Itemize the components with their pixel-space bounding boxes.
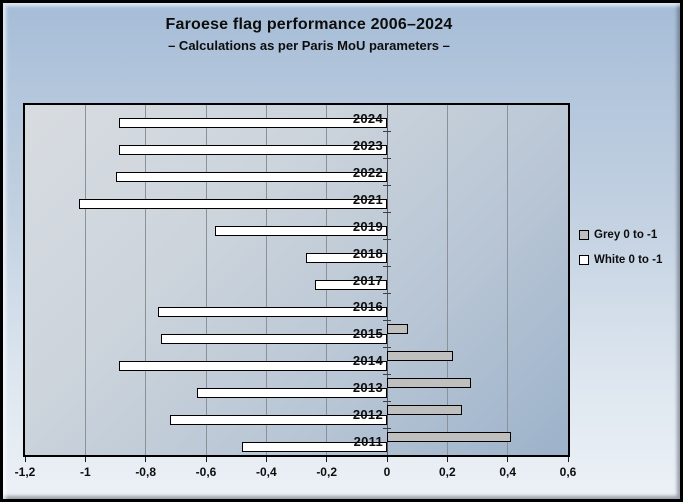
- grey-bar-2013: [387, 377, 472, 388]
- x-tick-label: 0,2: [438, 465, 456, 479]
- x-tick-label: 0: [383, 465, 391, 479]
- year-label-2021: 2021: [352, 191, 383, 207]
- year-label-2011: 2011: [353, 434, 383, 450]
- white-bar-2022: [115, 172, 387, 183]
- year-label-2016: 2016: [352, 299, 383, 315]
- x-tick-mark: [507, 457, 509, 462]
- gridline: [265, 105, 267, 455]
- x-tick-label: -0,6: [195, 465, 217, 479]
- x-tick-label: -0,4: [255, 465, 277, 479]
- white-bar-2018: [305, 253, 387, 264]
- white-bar-2024: [118, 118, 387, 129]
- grey-bar-2014: [387, 350, 454, 361]
- year-label-2014: 2014: [352, 353, 383, 369]
- gridline: [446, 105, 448, 455]
- category-tick: [383, 266, 391, 268]
- plot-area: 2024 2023 2022 2021 2019 2018 2017 2016 2015 2014…: [23, 103, 570, 457]
- grey-bar-2011: [387, 431, 511, 442]
- x-tick-mark: [446, 457, 448, 462]
- category-tick: [383, 400, 391, 402]
- zero-axis-line: [386, 105, 388, 455]
- x-tick-mark: [205, 457, 207, 462]
- legend: Grey 0 to -1 White 0 to -1: [579, 229, 662, 279]
- gridline: [84, 105, 86, 455]
- x-tick-label: -0,8: [135, 465, 156, 479]
- white-bar-2016: [157, 306, 387, 317]
- x-tick-mark: [567, 457, 569, 462]
- legend-swatch-icon: [579, 230, 589, 240]
- legend-label: White 0 to -1: [594, 254, 663, 266]
- white-bar-2012: [169, 414, 387, 425]
- x-tick-label: 0,4: [499, 465, 516, 479]
- grey-bar-2012: [387, 404, 463, 415]
- white-bar-2021: [79, 199, 387, 210]
- chart-title: Faroese flag performance 2006–2024: [165, 16, 453, 33]
- year-label-2022: 2022: [352, 164, 383, 180]
- category-tick: [383, 427, 391, 429]
- year-label-2013: 2013: [352, 380, 383, 396]
- chart-subtitle: – Calculations as per Paris MoU paramete…: [168, 38, 450, 53]
- year-label-2018: 2018: [352, 245, 383, 261]
- x-tick-mark: [84, 457, 86, 462]
- category-tick: [383, 373, 391, 375]
- x-axis: -1,2 -1 -0,8 -0,6 -0,4 -0,2 0 0,2 0,4 0,6: [15, 457, 576, 489]
- grey-bar-2015: [387, 323, 409, 334]
- legend-entry: Grey 0 to -1: [579, 229, 662, 241]
- x-tick-mark: [326, 457, 328, 462]
- category-tick: [383, 131, 391, 133]
- legend-entry: White 0 to -1: [579, 254, 662, 266]
- white-bar-2015: [160, 333, 387, 344]
- category-tick: [383, 319, 391, 321]
- legend-label: Grey 0 to -1: [594, 229, 658, 241]
- title-block: Faroese flag performance 2006–2024 – Cal…: [3, 16, 615, 53]
- gridline: [145, 105, 147, 455]
- x-tick-label: 0,6: [559, 465, 577, 479]
- white-bar-2023: [118, 145, 387, 156]
- year-label-2015: 2015: [352, 326, 383, 342]
- category-tick: [383, 158, 391, 160]
- year-label-2012: 2012: [352, 407, 383, 423]
- category-tick: [383, 212, 391, 214]
- category-tick: [383, 185, 391, 187]
- x-tick-label: -0,2: [316, 465, 337, 479]
- white-bar-2013: [196, 387, 387, 398]
- white-bar-2011: [242, 441, 387, 452]
- x-tick-mark: [386, 457, 388, 462]
- x-tick-mark: [24, 457, 26, 462]
- white-bar-2019: [215, 226, 387, 237]
- category-tick: [383, 239, 391, 241]
- year-label-2019: 2019: [352, 218, 383, 234]
- x-tick-mark: [265, 457, 267, 462]
- category-tick: [383, 292, 391, 294]
- plot-inner: 2024 2023 2022 2021 2019 2018 2017 2016 2015 2014…: [25, 105, 568, 455]
- white-bar-2017: [314, 280, 387, 290]
- x-tick-label: -1,2: [14, 465, 36, 479]
- legend-swatch-icon: [579, 255, 589, 265]
- x-tick-label: -1: [79, 465, 91, 479]
- gridline: [205, 105, 207, 455]
- white-bar-2014: [118, 360, 387, 371]
- year-label-2017: 2017: [352, 272, 383, 288]
- x-tick-mark: [145, 457, 147, 462]
- gridline: [507, 105, 509, 455]
- category-tick: [383, 346, 391, 348]
- year-label-2023: 2023: [352, 137, 383, 153]
- year-label-2024: 2024: [352, 110, 383, 126]
